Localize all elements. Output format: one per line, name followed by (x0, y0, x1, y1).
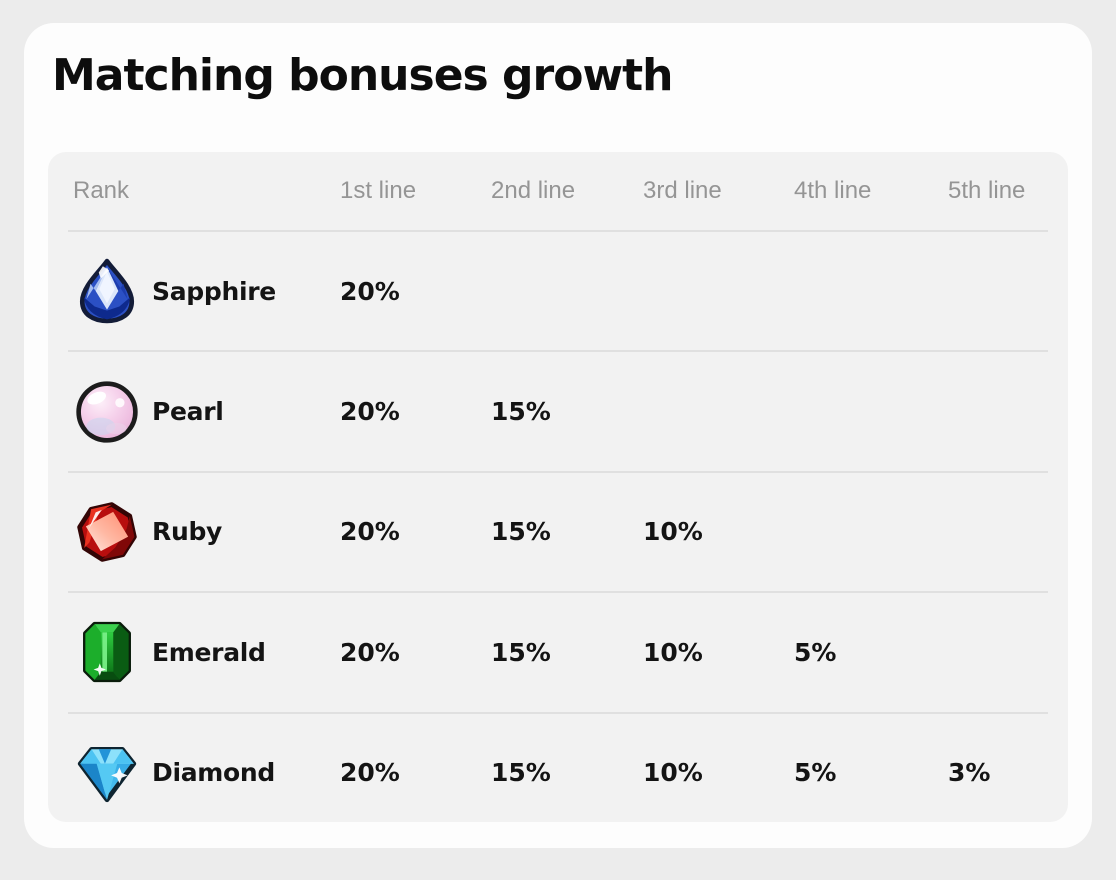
table-header-row: Rank 1st line 2nd line 3rd line 4th line… (68, 152, 1048, 230)
page-title: Matching bonuses growth (52, 50, 673, 101)
column-header-5th-line: 5th line (948, 177, 1026, 204)
emerald-gem-icon (74, 619, 140, 685)
rank-label: Diamond (152, 758, 276, 788)
bonus-value: 20% (340, 517, 400, 547)
bonus-value: 3% (948, 758, 991, 788)
bonus-value: 10% (643, 517, 703, 547)
table-row-diamond: Diamond 20% 15% 10% 5% 3% (68, 711, 1048, 832)
column-header-4th-line: 4th line (794, 177, 872, 204)
bonus-value: 5% (794, 758, 837, 788)
bonus-value: 10% (643, 758, 703, 788)
table-row-ruby: Ruby 20% 15% 10% (68, 470, 1048, 591)
rank-label: Ruby (152, 517, 223, 547)
bonus-value: 15% (491, 397, 551, 427)
bonuses-table: Rank 1st line 2nd line 3rd line 4th line… (48, 152, 1068, 822)
rank-cell: Sapphire (68, 258, 340, 324)
bonus-value: 20% (340, 758, 400, 788)
rank-label: Pearl (152, 397, 224, 427)
pearl-gem-icon (74, 379, 140, 445)
table-row-emerald: Emerald 20% 15% 10% 5% (68, 591, 1048, 711)
bonus-value: 20% (340, 397, 400, 427)
rank-cell: Ruby (68, 499, 340, 565)
rank-cell: Pearl (68, 379, 340, 445)
column-header-2nd-line: 2nd line (491, 177, 576, 204)
table-row-sapphire: Sapphire 20% (68, 230, 1048, 350)
sapphire-gem-icon (74, 258, 140, 324)
bonus-value: 20% (340, 276, 400, 306)
bonuses-card: Matching bonuses growth Rank 1st line 2n… (24, 23, 1092, 848)
bonus-value: 10% (643, 637, 703, 667)
bonus-value: 15% (491, 758, 551, 788)
ruby-gem-icon (74, 499, 140, 565)
rank-label: Sapphire (152, 276, 276, 306)
rank-label: Emerald (152, 637, 266, 667)
bonus-value: 15% (491, 517, 551, 547)
column-header-3rd-line: 3rd line (643, 177, 722, 204)
rank-cell: Emerald (68, 619, 340, 685)
bonus-value: 5% (794, 637, 837, 667)
bonus-value: 15% (491, 637, 551, 667)
bonus-value: 20% (340, 637, 400, 667)
diamond-gem-icon (74, 740, 140, 806)
column-header-1st-line: 1st line (340, 177, 417, 204)
table-row-pearl: Pearl 20% 15% (68, 350, 1048, 470)
rank-cell: Diamond (68, 740, 340, 806)
column-header-rank: Rank (73, 177, 130, 204)
